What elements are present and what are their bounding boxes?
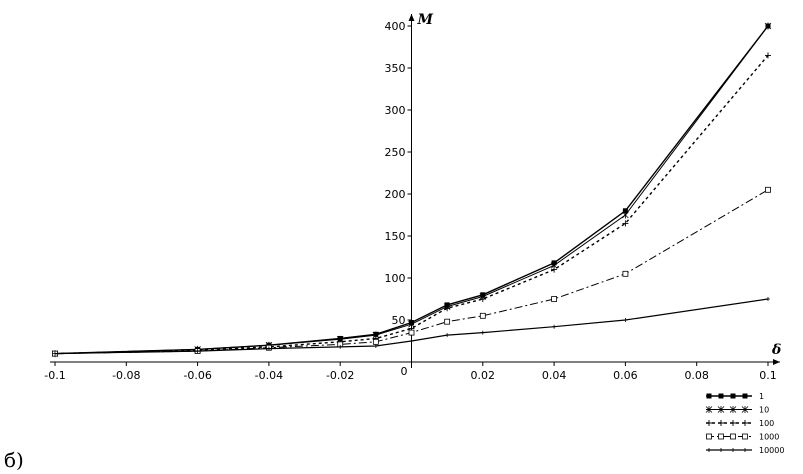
data-point	[623, 318, 628, 322]
series-line	[54, 54, 769, 355]
data-point	[622, 270, 629, 277]
legend-entry: 1000	[706, 433, 779, 442]
legend-marker	[731, 448, 735, 452]
x-tick-label: 0.08	[684, 369, 709, 382]
legend-entry: 10000	[706, 446, 784, 455]
origin-label: 0	[401, 365, 408, 378]
x-tick-label: -0.08	[112, 369, 140, 382]
x-tick-label: -0.06	[183, 369, 211, 382]
y-tick-label: 300	[385, 104, 406, 117]
y-tick-label: 400	[385, 20, 406, 33]
y-axis-title: M	[417, 12, 434, 28]
legend-marker	[729, 406, 737, 413]
y-tick-label: 350	[385, 62, 406, 75]
data-point	[765, 186, 771, 193]
data-point	[444, 305, 451, 312]
x-tick-label: 0.1	[759, 369, 777, 382]
data-point	[764, 22, 772, 30]
x-axis-arrow	[773, 359, 780, 365]
data-point	[551, 296, 557, 302]
data-point	[622, 220, 629, 227]
data-point	[766, 297, 770, 301]
data-point	[338, 344, 343, 349]
y-tick-label: 250	[385, 146, 406, 159]
x-tick-label: 0.02	[471, 369, 496, 382]
legend-label: 1	[759, 392, 764, 401]
legend-entry: 1	[706, 392, 764, 401]
data-point	[373, 344, 378, 349]
legend-marker	[706, 420, 712, 426]
series-layer	[51, 22, 772, 358]
legend-label: 10	[759, 406, 769, 415]
panel-label: б)	[4, 448, 24, 472]
x-tick-label: -0.1	[44, 369, 65, 382]
legend-marker	[741, 406, 749, 413]
y-tick-label: 150	[385, 230, 406, 243]
legend-marker	[706, 393, 712, 399]
legend-marker	[730, 393, 736, 399]
data-point	[445, 333, 450, 338]
x-tick-label: 0.04	[542, 369, 567, 382]
legend-marker	[717, 406, 725, 413]
x-tick-label: -0.04	[255, 369, 283, 382]
data-point	[551, 266, 558, 273]
series-10000	[53, 297, 770, 356]
data-point	[479, 296, 486, 302]
legend-entry: 10	[705, 406, 769, 415]
y-axis-arrow	[408, 14, 415, 21]
legend-label: 10000	[759, 446, 784, 455]
legend-marker	[705, 406, 713, 413]
data-point	[444, 318, 451, 325]
legend-marker	[707, 448, 711, 452]
axes: -0.1 -0.08 -0.06 -0.04 -0.02 0.02 0.04 0.06 0.08…	[44, 12, 781, 382]
data-point	[53, 351, 57, 356]
legend-marker	[730, 420, 736, 426]
legend-marker	[742, 433, 748, 440]
x-axis-title: δ	[771, 342, 781, 358]
x-tick-label: -0.02	[326, 369, 354, 382]
legend-marker	[742, 393, 748, 399]
legend-marker	[718, 393, 724, 399]
legend: 1 10 100 1000 10000	[705, 392, 784, 455]
y-tick-label: 100	[385, 272, 406, 285]
data-point	[480, 330, 485, 335]
data-point	[409, 339, 414, 343]
legend-marker	[730, 433, 736, 440]
legend-marker	[706, 433, 712, 440]
legend-label: 1000	[759, 433, 779, 442]
legend-marker	[719, 448, 723, 452]
data-point	[479, 312, 486, 319]
legend-marker	[743, 448, 747, 452]
legend-entry: 100	[706, 419, 774, 428]
legend-marker	[742, 420, 748, 426]
y-tick-label: 200	[385, 188, 406, 201]
data-point	[195, 349, 200, 354]
y-tick-label: 50	[392, 314, 406, 327]
data-point	[552, 324, 557, 329]
legend-marker	[718, 433, 724, 440]
x-tick-label: 0.06	[613, 369, 638, 382]
legend-label: 100	[759, 419, 774, 428]
data-point	[266, 346, 271, 351]
data-point	[765, 52, 771, 59]
data-point	[622, 211, 629, 219]
data-point	[408, 329, 415, 336]
legend-marker	[718, 420, 724, 426]
data-point	[372, 338, 379, 345]
data-point	[622, 208, 628, 214]
